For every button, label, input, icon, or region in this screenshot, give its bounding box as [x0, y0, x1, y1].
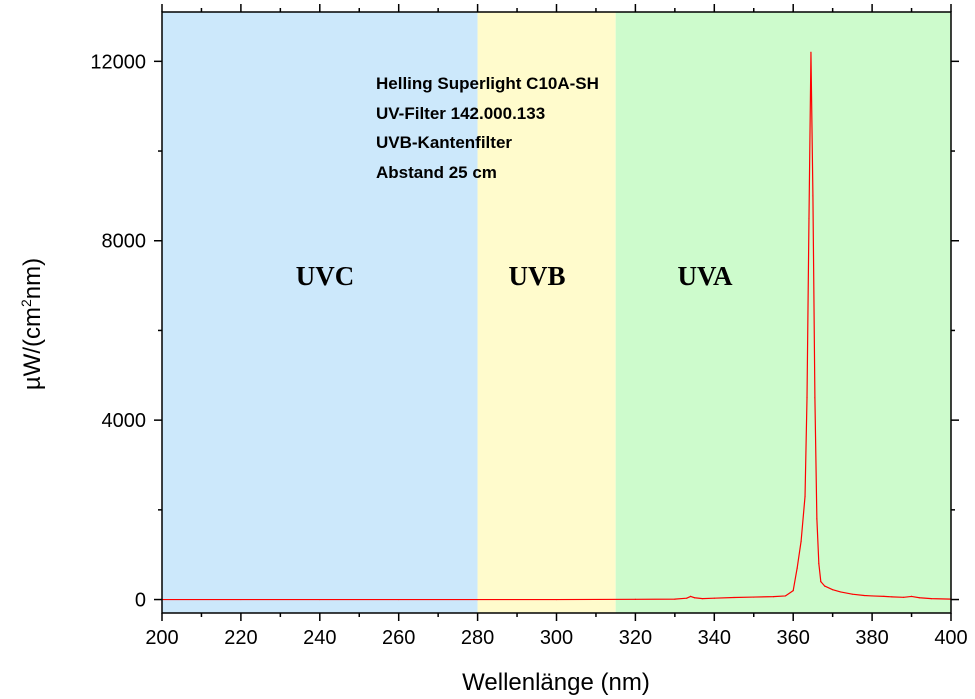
- data-point: [634, 598, 637, 600]
- y-tick-labels: 0 4000 8000 12000: [90, 51, 146, 611]
- data-point: [851, 593, 853, 595]
- data-point: [818, 563, 820, 565]
- data-point: [839, 591, 842, 593]
- data-point: [824, 585, 826, 587]
- annotation-line: Abstand 25 cm: [376, 163, 497, 182]
- region-uvb: [477, 12, 616, 613]
- x-tick-label: 380: [855, 627, 888, 649]
- series-line: [162, 51, 952, 601]
- data-point: [753, 596, 755, 598]
- series-group: [161, 51, 952, 601]
- annotation-line: UVB-Kantenfilter: [376, 133, 512, 152]
- y-tick-label: 0: [135, 590, 146, 612]
- data-point: [477, 598, 479, 601]
- data-point: [693, 597, 696, 599]
- y-axis-title-superscript: 2: [18, 299, 34, 307]
- x-axis-title: Wellenlänge (nm): [462, 669, 650, 696]
- x-tick-label: 360: [777, 627, 810, 649]
- data-point: [792, 589, 794, 592]
- data-point: [319, 598, 321, 601]
- region-labels: UVC UVB UVA: [296, 261, 733, 291]
- region-label-uva: UVA: [677, 261, 733, 291]
- region-uvc: [162, 12, 478, 613]
- y-axis-title-unit: nm): [19, 258, 46, 299]
- data-point: [784, 595, 786, 597]
- data-point: [903, 596, 905, 598]
- annotation-line: UV-Filter 142.000.133: [376, 104, 545, 123]
- spectral-regions: [162, 12, 951, 613]
- axes: [154, 4, 959, 621]
- x-tick-label: 280: [461, 627, 494, 649]
- data-point: [796, 567, 798, 569]
- data-point: [804, 495, 806, 497]
- data-point: [930, 598, 932, 600]
- data-point: [812, 195, 814, 197]
- y-tick-label: 12000: [90, 51, 146, 73]
- data-point: [816, 518, 818, 520]
- x-tick-label: 300: [540, 627, 573, 649]
- data-point: [733, 596, 735, 599]
- data-point: [772, 596, 775, 598]
- data-point: [863, 594, 865, 597]
- data-point: [883, 595, 885, 598]
- data-point: [806, 397, 808, 399]
- data-point: [690, 595, 692, 598]
- x-tick-label: 240: [303, 627, 336, 649]
- data-point: [808, 217, 810, 219]
- x-tick-label: 400: [934, 627, 967, 649]
- data-point: [240, 598, 242, 601]
- data-point: [871, 595, 873, 597]
- data-point: [832, 589, 834, 591]
- data-point: [398, 598, 400, 601]
- annotation-line: Helling Superlight C10A-SH: [376, 74, 599, 93]
- x-tick-label: 340: [698, 627, 731, 649]
- x-tick-label: 200: [145, 627, 178, 649]
- y-tick-label: 4000: [102, 410, 147, 432]
- data-point: [674, 598, 676, 600]
- data-point: [800, 540, 802, 542]
- y-axis-title-main: µW/(cm: [19, 307, 46, 390]
- data-point: [713, 597, 715, 599]
- region-uva: [615, 12, 951, 613]
- x-tick-labels: 200 220 240 260 280 300 320 340 360 380 400: [145, 627, 967, 649]
- region-label-uvb: UVB: [508, 261, 565, 291]
- data-point: [814, 397, 816, 399]
- x-tick-label: 260: [382, 627, 415, 649]
- data-point: [820, 581, 822, 583]
- data-point: [686, 597, 688, 599]
- data-point: [701, 598, 704, 600]
- data-point: [918, 597, 921, 599]
- annotation-block: Helling Superlight C10A-SH UV-Filter 142…: [376, 74, 599, 182]
- x-tick-label: 320: [619, 627, 652, 649]
- y-tick-label: 8000: [102, 231, 147, 253]
- data-point: [910, 595, 913, 598]
- y-axis-title: µW/(cm2nm): [18, 258, 46, 390]
- data-point: [891, 596, 893, 598]
- region-label-uvc: UVC: [296, 261, 355, 291]
- data-point: [810, 51, 812, 53]
- x-tick-label: 220: [224, 627, 257, 649]
- data-point: [555, 598, 558, 601]
